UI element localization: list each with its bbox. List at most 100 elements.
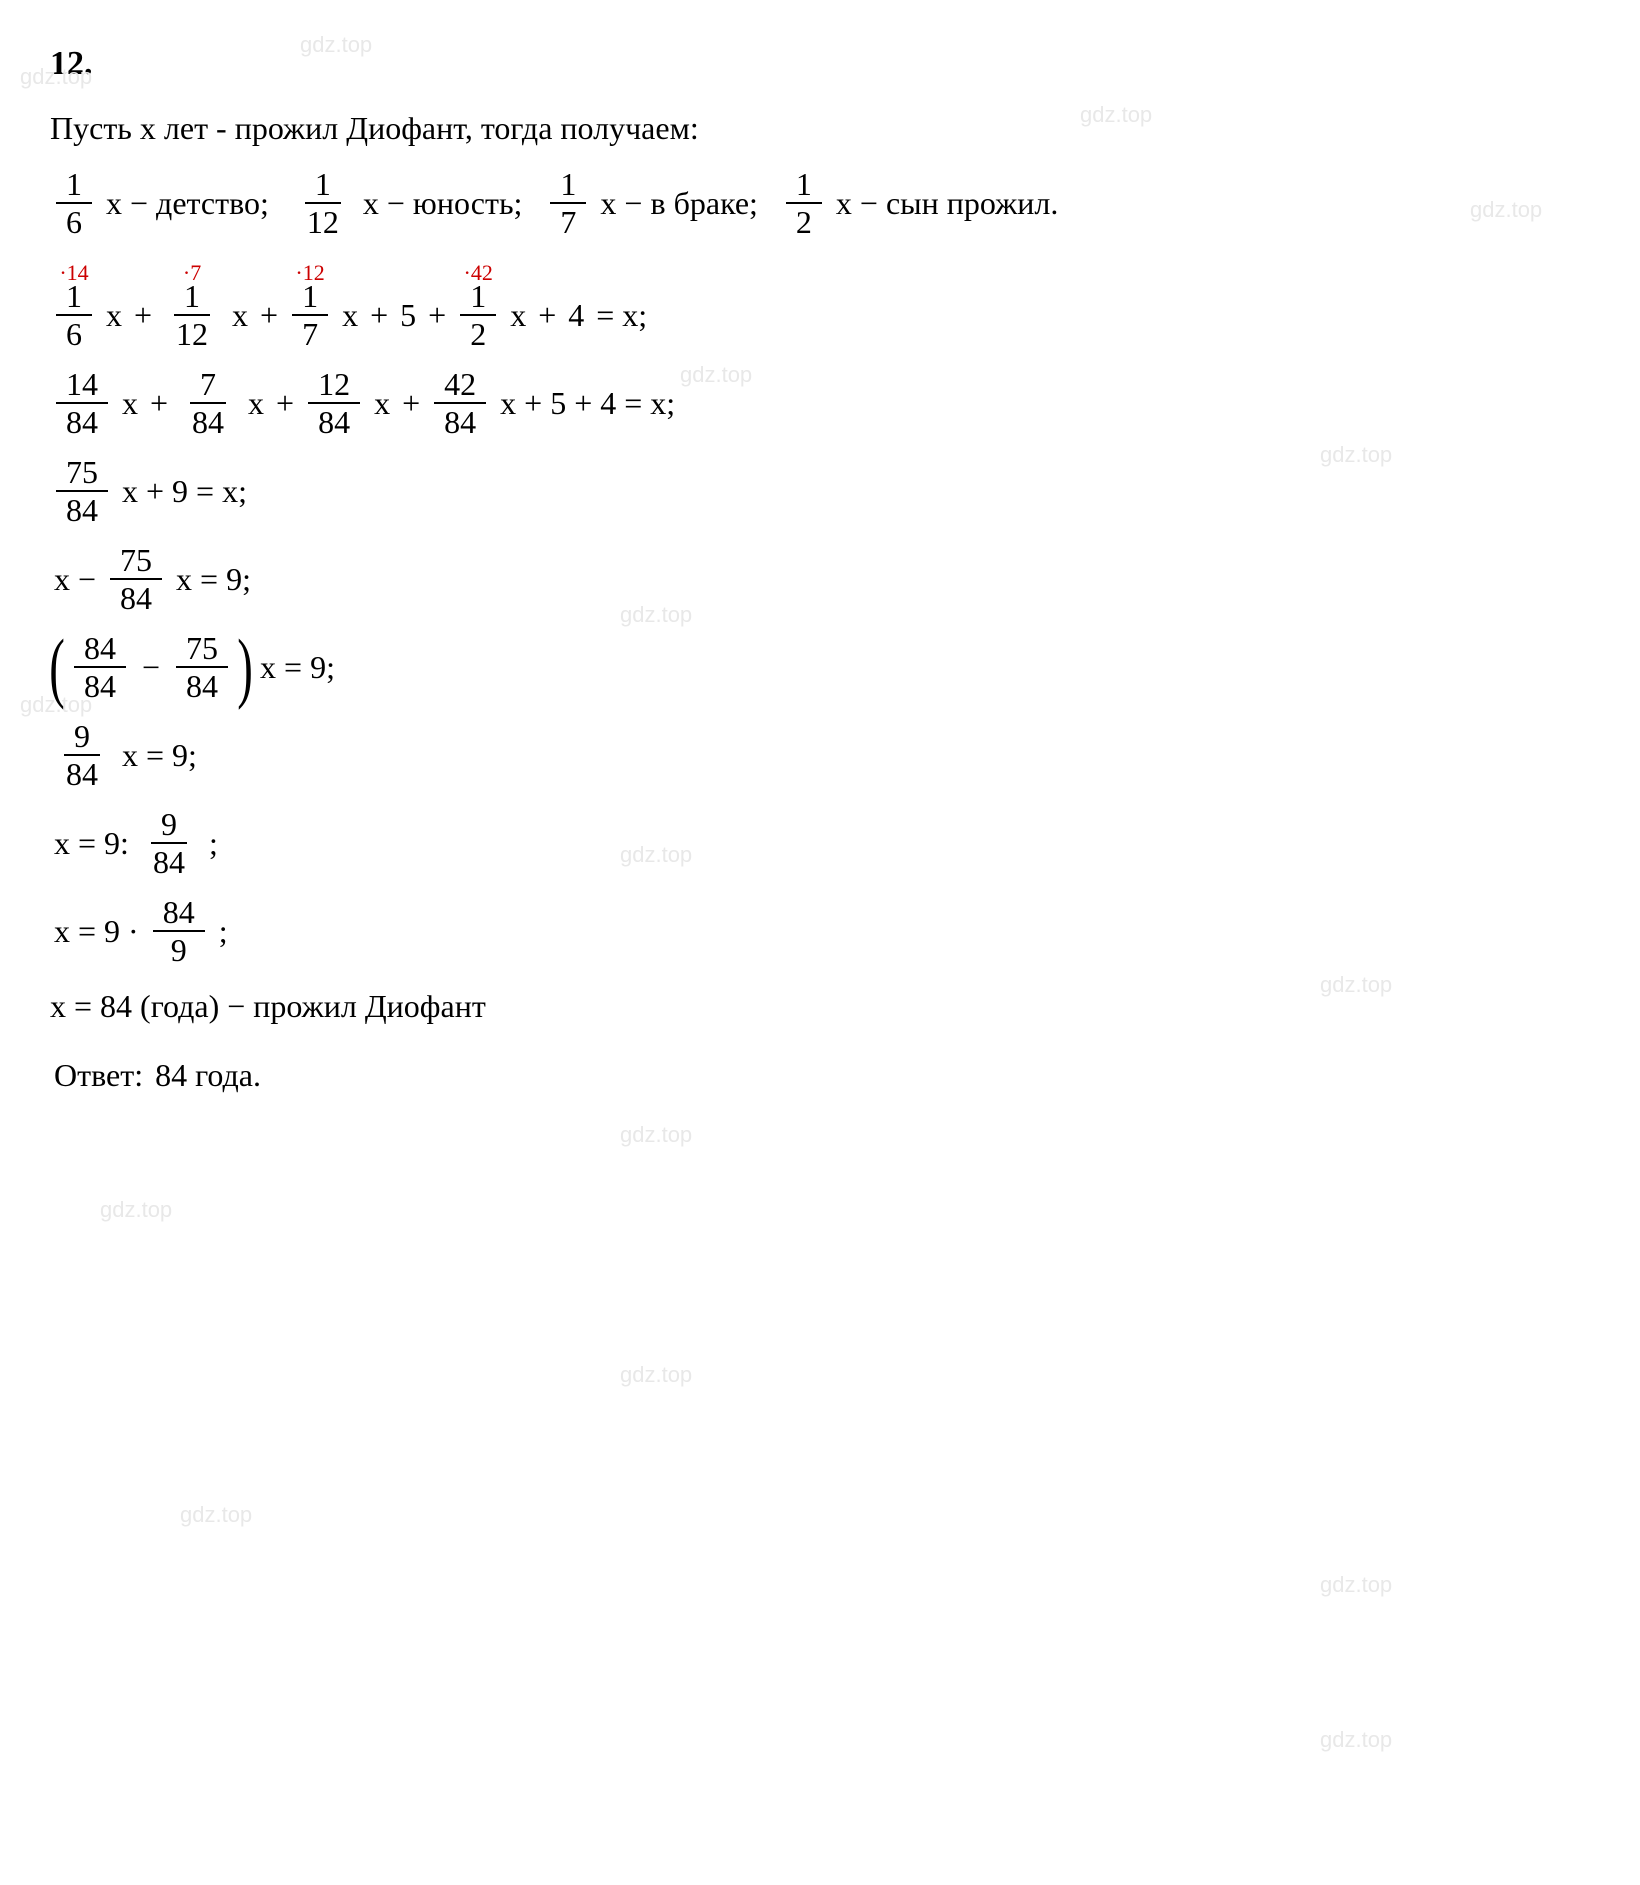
numerator: 1 <box>786 168 822 204</box>
denominator: 84 <box>143 844 195 878</box>
numerator: 12 <box>308 368 360 404</box>
denominator: 84 <box>308 404 360 438</box>
denominator: 2 <box>786 204 822 238</box>
definitions-line: 16x − детство;112x − юность;17x − в брак… <box>50 168 1590 238</box>
denominator: 84 <box>434 404 486 438</box>
fraction: 1484 <box>56 368 108 438</box>
watermark: gdz.top <box>1320 1570 1392 1601</box>
equation-pre: x = 9 · <box>54 909 139 954</box>
equation-pre: x = 9: <box>54 821 129 866</box>
equation-tail: = x; <box>596 293 647 338</box>
fraction: 12 <box>786 168 822 238</box>
denominator: 2 <box>460 316 496 350</box>
constant: 5 <box>400 293 416 338</box>
numerator: 1 <box>550 168 586 204</box>
equation-pre: x − <box>54 557 96 602</box>
fraction: 4284 <box>434 368 486 438</box>
numerator: 84 <box>153 896 205 932</box>
multiplier-superscript: ·7 <box>183 258 201 289</box>
plus-sign: + <box>538 293 556 338</box>
numerator: 1 <box>56 168 92 204</box>
variable: x <box>374 381 390 426</box>
term-label: x − юность; <box>363 181 523 226</box>
equation-tail: x + 9 = x; <box>122 469 247 514</box>
numerator: 75 <box>56 456 108 492</box>
denominator: 9 <box>161 932 197 966</box>
denominator: 6 <box>56 204 92 238</box>
denominator: 6 <box>56 316 92 350</box>
variable: x <box>232 293 248 338</box>
minus-sign: − <box>142 645 160 690</box>
multiplier-superscript: ·12 <box>295 258 324 289</box>
plus-sign: + <box>276 381 294 426</box>
variable: x <box>510 293 526 338</box>
equation-tail: ; <box>209 821 218 866</box>
term-label: x − детство; <box>106 181 269 226</box>
denominator: 84 <box>110 580 162 614</box>
equation-tail: x = 9; <box>122 733 197 778</box>
denominator: 84 <box>56 756 108 790</box>
denominator: 84 <box>182 404 234 438</box>
term-label: x − в браке; <box>600 181 757 226</box>
problem-number: 12. <box>50 40 1590 88</box>
plus-sign: + <box>260 293 278 338</box>
numerator: 84 <box>74 632 126 668</box>
equation-9: x = 84 (года) − прожил Диофант <box>50 984 1590 1029</box>
fraction: ·1416 <box>56 280 92 350</box>
equation-7: x = 9: 9 84 ; <box>50 808 1590 878</box>
answer-line: Ответ: 84 года. <box>50 1053 1590 1098</box>
variable: x <box>106 293 122 338</box>
denominator: 84 <box>56 492 108 526</box>
denominator: 84 <box>176 668 228 702</box>
denominator: 12 <box>166 316 218 350</box>
numerator: 9 <box>64 720 100 756</box>
denominator: 84 <box>74 668 126 702</box>
denominator: 7 <box>550 204 586 238</box>
equation-tail: x = 9; <box>176 557 251 602</box>
watermark: gdz.top <box>620 1120 692 1151</box>
equation-8: x = 9 · 84 9 ; <box>50 896 1590 966</box>
equation-tail: x = 9; <box>260 645 335 690</box>
fraction: 17 <box>550 168 586 238</box>
numerator: 14 <box>56 368 108 404</box>
fraction: 84 9 <box>153 896 205 966</box>
fraction: 16 <box>56 168 92 238</box>
equation-5: ( 84 84 − 75 84 ) x = 9; <box>50 632 1590 702</box>
variable: x <box>248 381 264 426</box>
watermark: gdz.top <box>180 1500 252 1531</box>
watermark: gdz.top <box>620 1360 692 1391</box>
equation-tail: x + 5 + 4 = x; <box>500 381 675 426</box>
fraction: 84 84 <box>74 632 126 702</box>
fraction: 9 84 <box>143 808 195 878</box>
plus-sign: + <box>134 293 152 338</box>
variable: x <box>342 293 358 338</box>
plus-sign: + <box>428 293 446 338</box>
denominator: 12 <box>297 204 349 238</box>
fraction: 112 <box>297 168 349 238</box>
denominator: 84 <box>56 404 108 438</box>
fraction: 9 84 <box>56 720 108 790</box>
term-label: x − сын прожил. <box>836 181 1058 226</box>
fraction: 784 <box>182 368 234 438</box>
numerator: 1 <box>305 168 341 204</box>
variable: x <box>122 381 138 426</box>
plus-sign: + <box>402 381 420 426</box>
numerator: 7 <box>190 368 226 404</box>
answer-value: 84 года. <box>155 1053 261 1098</box>
fraction: 75 84 <box>56 456 108 526</box>
answer-label: Ответ: <box>54 1053 143 1098</box>
equation-1: ·1416x+·7112x+·1217x+5+·4212x+4= x; <box>50 280 1590 350</box>
numerator: 75 <box>110 544 162 580</box>
equation-tail: ; <box>219 909 228 954</box>
equation-4: x − 75 84 x = 9; <box>50 544 1590 614</box>
fraction: ·7112 <box>166 280 218 350</box>
constant: 4 <box>568 293 584 338</box>
fraction: ·1217 <box>292 280 328 350</box>
watermark: gdz.top <box>100 1195 172 1226</box>
intro-text: Пусть x лет - прожил Диофант, тогда полу… <box>50 106 1590 151</box>
multiplier-superscript: ·14 <box>59 258 88 289</box>
equation-6: 9 84 x = 9; <box>50 720 1590 790</box>
fraction: 75 84 <box>110 544 162 614</box>
denominator: 7 <box>292 316 328 350</box>
fraction: 1284 <box>308 368 360 438</box>
